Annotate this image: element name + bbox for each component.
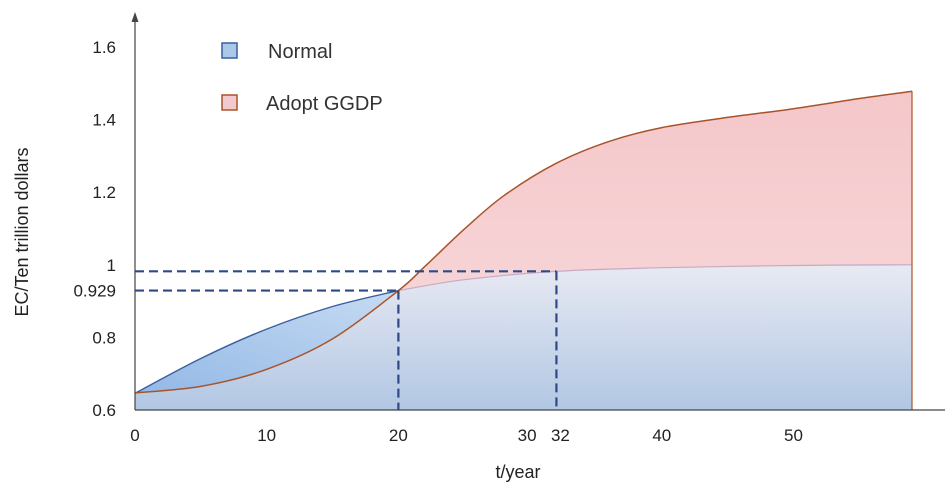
y-tick-label: 1.4: [92, 111, 116, 130]
y-tick-label: 1.6: [92, 38, 116, 57]
x-tick-label: 30: [518, 426, 537, 445]
y-tick-label: 1.2: [92, 183, 116, 202]
area-fills: [135, 91, 912, 411]
x-tick-label: 10: [257, 426, 276, 445]
y-axis-label: EC/Ten trillion dollars: [12, 147, 32, 316]
y-tick-label: 0.6: [92, 401, 116, 420]
x-axis-label: t/year: [495, 462, 540, 482]
y-axis-arrow: [131, 12, 139, 22]
y-tick-labels: 0.6 0.8 0.929 1 1.2 1.4 1.6: [73, 38, 116, 420]
legend-label-normal: Normal: [268, 41, 332, 63]
x-tick-label: 40: [652, 426, 671, 445]
x-tick-label: 20: [389, 426, 408, 445]
ggdp-line: [134, 90, 913, 394]
legend: Normal Adopt GGDP: [221, 41, 383, 115]
y-tick-label: 0.929: [73, 282, 116, 301]
series-lines: [134, 90, 913, 410]
normal-area-fill: [135, 264, 912, 410]
legend-label-ggdp: Adopt GGDP: [266, 93, 383, 115]
legend-swatch-normal: [221, 42, 238, 59]
y-tick-label: 0.8: [92, 328, 116, 347]
normal-line-continuation: [398, 264, 913, 292]
normal-line: [134, 289, 399, 394]
y-tick-label: 1: [107, 256, 116, 275]
difference-lens-fill: [135, 290, 399, 394]
x-tick-label: 0: [130, 426, 139, 445]
x-tick-labels: 0 10 20 30 32 40 50: [130, 426, 803, 445]
x-tick-label: 50: [784, 426, 803, 445]
x-tick-label: 32: [551, 426, 570, 445]
reference-lines: [135, 270, 558, 410]
legend-swatch-ggdp: [221, 94, 238, 111]
